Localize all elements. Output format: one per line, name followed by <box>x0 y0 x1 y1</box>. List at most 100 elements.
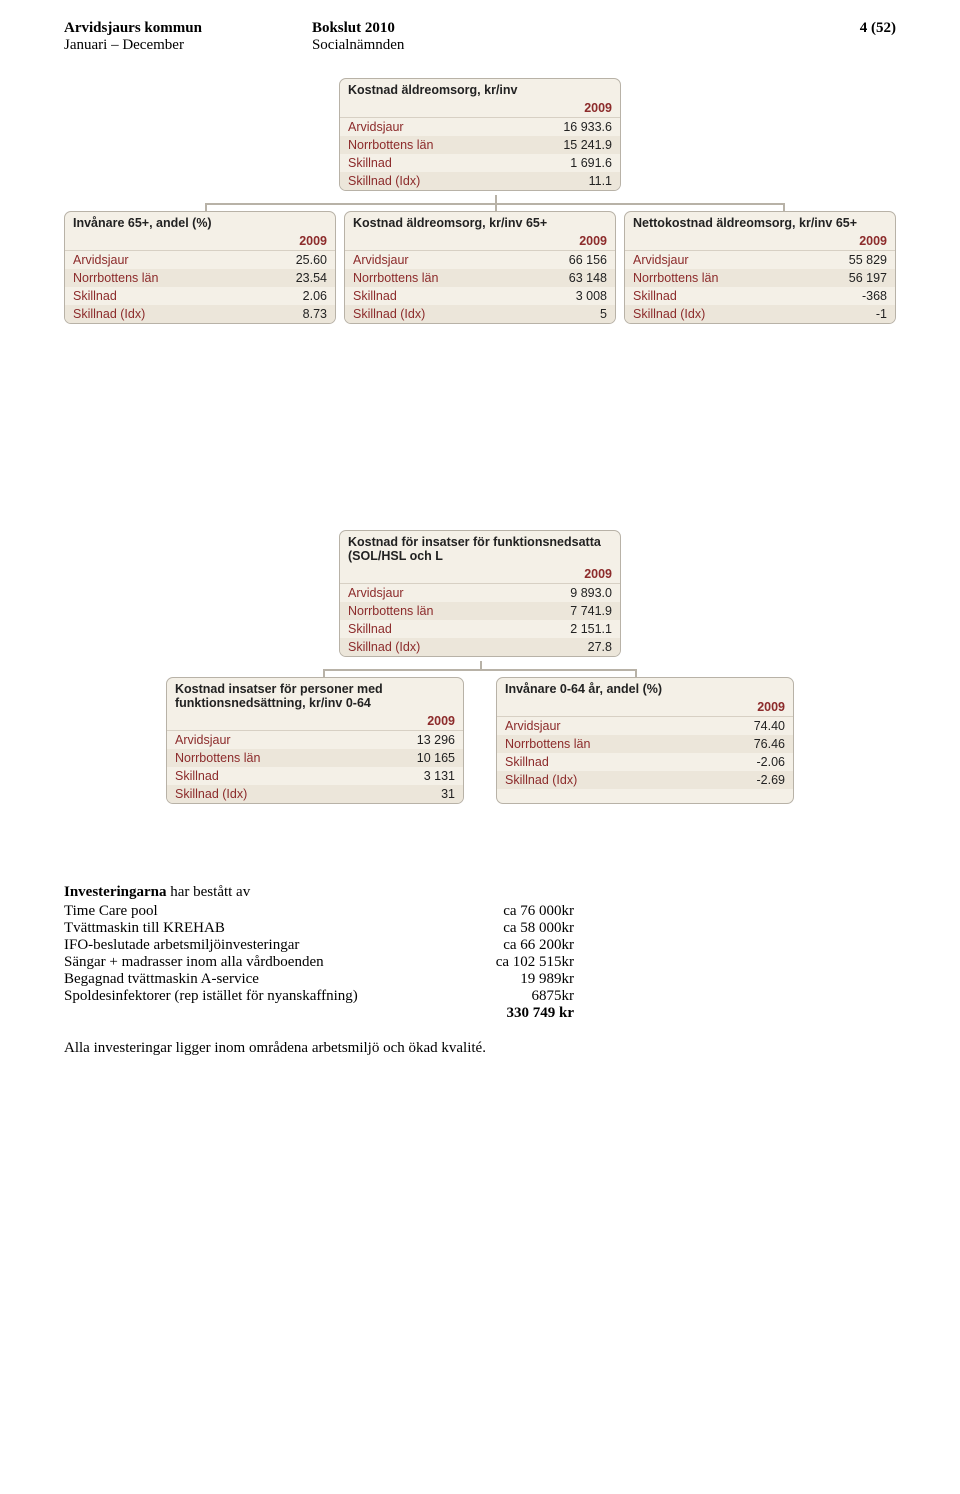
invest-desc: Sängar + madrasser inom alla vårdboenden <box>64 954 464 971</box>
row-value: 1 691.6 <box>511 154 620 172</box>
row-value: 25.60 <box>249 251 335 270</box>
row-label: Arvidsjaur <box>345 251 521 270</box>
table-row: Arvidsjaur55 829 <box>625 251 895 270</box>
invest-amount: 6875kr <box>464 988 574 1005</box>
table-row: Skillnad3 008 <box>345 287 615 305</box>
mid-card-table: 2009Arvidsjaur9 893.0Norrbottens län7 74… <box>340 565 620 656</box>
row2-card-1-title: Invånare 0-64 år, andel (%) <box>497 678 793 698</box>
invest-desc: Time Care pool <box>64 903 464 920</box>
row-label: Norrbottens län <box>497 735 699 753</box>
row-label: Skillnad (Idx) <box>340 638 518 656</box>
table-row: Skillnad-2.06 <box>497 753 793 771</box>
row-label: Skillnad (Idx) <box>65 305 249 323</box>
row-label: Arvidsjaur <box>65 251 249 270</box>
table-row: Skillnad2.06 <box>65 287 335 305</box>
row-value: 5 <box>521 305 615 323</box>
table-row: Norrbottens län63 148 <box>345 269 615 287</box>
table-row: Skillnad (Idx)31 <box>167 785 463 803</box>
table-row: Skillnad (Idx)27.8 <box>340 638 620 656</box>
table-row: Skillnad1 691.6 <box>340 154 620 172</box>
invest-total-amount: 330 749 kr <box>464 1005 574 1022</box>
invest-amount: ca 76 000kr <box>464 903 574 920</box>
top-card-year: 2009 <box>340 99 620 118</box>
row2-group: Kostnad insatser för personer med funkti… <box>64 677 896 804</box>
row-label: Skillnad (Idx) <box>340 172 511 190</box>
row-label: Norrbottens län <box>340 602 518 620</box>
row1-card-2-title: Nettokostnad äldreomsorg, kr/inv 65+ <box>625 212 895 232</box>
mid-card-title: Kostnad för insatser för funktionsnedsat… <box>340 531 620 565</box>
mid-card-group: Kostnad för insatser för funktionsnedsat… <box>64 530 896 657</box>
invest-desc: Spoldesinfektorer (rep istället för nyan… <box>64 988 464 1005</box>
row2-card-0-year: 2009 <box>167 712 463 731</box>
row-value: -2.69 <box>699 771 793 789</box>
row-value: 7 741.9 <box>518 602 620 620</box>
row-value: 13 296 <box>360 731 463 750</box>
row1-card-1: Kostnad äldreomsorg, kr/inv 65+2009Arvid… <box>344 211 616 324</box>
table-row: Norrbottens län56 197 <box>625 269 895 287</box>
row-label: Norrbottens län <box>167 749 360 767</box>
invest-total-row: 330 749 kr <box>64 1005 574 1022</box>
table-row: Arvidsjaur16 933.6 <box>340 118 620 137</box>
invest-row: Begagnad tvättmaskin A-service19 989kr <box>64 971 574 988</box>
invest-total-label <box>64 1005 464 1022</box>
table-row: Norrbottens län7 741.9 <box>340 602 620 620</box>
investment-section: Investeringarna har bestått av Time Care… <box>64 884 896 1057</box>
row2-card-1-table: 2009Arvidsjaur74.40Norrbottens län76.46S… <box>497 698 793 789</box>
row-label: Skillnad <box>167 767 360 785</box>
table-row: Skillnad3 131 <box>167 767 463 785</box>
invest-table: Time Care poolca 76 000krTvättmaskin til… <box>64 903 574 1022</box>
table-row: Norrbottens län10 165 <box>167 749 463 767</box>
row-label: Norrbottens län <box>340 136 511 154</box>
row-label: Skillnad (Idx) <box>167 785 360 803</box>
invest-intro-bold: Investeringarna <box>64 884 167 900</box>
table-row: Arvidsjaur13 296 <box>167 731 463 750</box>
row-value: 56 197 <box>801 269 895 287</box>
table-row: Arvidsjaur9 893.0 <box>340 584 620 603</box>
row-label: Skillnad (Idx) <box>497 771 699 789</box>
row1-card-0-title: Invånare 65+, andel (%) <box>65 212 335 232</box>
invest-amount: ca 102 515kr <box>464 954 574 971</box>
row-value: 63 148 <box>521 269 615 287</box>
row2-card-0-table: 2009Arvidsjaur13 296Norrbottens län10 16… <box>167 712 463 803</box>
row-label: Arvidsjaur <box>497 717 699 736</box>
table-row: Skillnad2 151.1 <box>340 620 620 638</box>
row-label: Skillnad <box>65 287 249 305</box>
row-label: Norrbottens län <box>65 269 249 287</box>
header-title: Bokslut 2010 <box>312 20 860 37</box>
row2-card-0-title: Kostnad insatser för personer med funkti… <box>167 678 463 712</box>
row-value: 11.1 <box>511 172 620 190</box>
table-row: Skillnad (Idx)8.73 <box>65 305 335 323</box>
header-left: Arvidsjaurs kommun Januari – December <box>64 20 202 54</box>
invest-row: Time Care poolca 76 000kr <box>64 903 574 920</box>
invest-desc: IFO-beslutade arbetsmiljöinvesteringar <box>64 937 464 954</box>
row-value: 8.73 <box>249 305 335 323</box>
row-value: 10 165 <box>360 749 463 767</box>
row-value: 27.8 <box>518 638 620 656</box>
table-row: Skillnad (Idx)-2.69 <box>497 771 793 789</box>
row-value: 3 131 <box>360 767 463 785</box>
row-value: 16 933.6 <box>511 118 620 137</box>
invest-desc: Tvättmaskin till KREHAB <box>64 920 464 937</box>
row-label: Arvidsjaur <box>340 118 511 137</box>
table-row: Norrbottens län15 241.9 <box>340 136 620 154</box>
row-label: Skillnad (Idx) <box>345 305 521 323</box>
invest-row: Sängar + madrasser inom alla vårdboenden… <box>64 954 574 971</box>
header-org: Arvidsjaurs kommun <box>64 20 202 37</box>
row-label: Skillnad <box>497 753 699 771</box>
row-label: Skillnad (Idx) <box>625 305 801 323</box>
row-value: 23.54 <box>249 269 335 287</box>
invest-row: Spoldesinfektorer (rep istället för nyan… <box>64 988 574 1005</box>
invest-intro-rest: har bestått av <box>167 884 251 900</box>
page: Arvidsjaurs kommun Januari – December Bo… <box>0 0 960 1097</box>
row-value: -1 <box>801 305 895 323</box>
header-center: Bokslut 2010 Socialnämnden <box>202 20 860 54</box>
invest-amount: ca 66 200kr <box>464 937 574 954</box>
row-value: 66 156 <box>521 251 615 270</box>
row-value: -2.06 <box>699 753 793 771</box>
row-value: -368 <box>801 287 895 305</box>
row-value: 2 151.1 <box>518 620 620 638</box>
connector-mid <box>165 663 795 677</box>
row-label: Skillnad <box>625 287 801 305</box>
row1-card-0: Invånare 65+, andel (%)2009Arvidsjaur25.… <box>64 211 336 324</box>
table-row: Norrbottens län23.54 <box>65 269 335 287</box>
